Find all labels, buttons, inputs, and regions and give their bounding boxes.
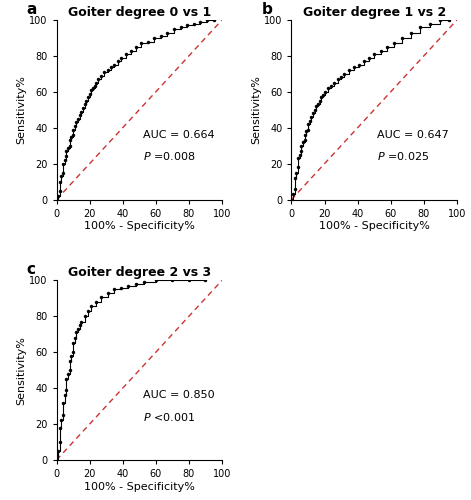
Title: Goiter degree 0 vs 1: Goiter degree 0 vs 1 [68, 6, 211, 19]
Title: Goiter degree 2 vs 3: Goiter degree 2 vs 3 [68, 266, 211, 279]
Text: AUC = 0.850: AUC = 0.850 [143, 390, 214, 400]
Text: a: a [27, 2, 37, 17]
Text: $\it{P}$ =0.025: $\it{P}$ =0.025 [377, 150, 430, 162]
Text: b: b [262, 2, 273, 17]
Y-axis label: Sensitivity%: Sensitivity% [251, 76, 261, 144]
Title: Goiter degree 1 vs 2: Goiter degree 1 vs 2 [302, 6, 446, 19]
X-axis label: 100% - Specificity%: 100% - Specificity% [84, 222, 195, 232]
Y-axis label: Sensitivity%: Sensitivity% [16, 336, 26, 404]
Text: $\it{P}$ =0.008: $\it{P}$ =0.008 [143, 150, 195, 162]
Text: c: c [27, 262, 36, 278]
Text: $\it{P}$ <0.001: $\it{P}$ <0.001 [143, 411, 195, 423]
Text: AUC = 0.647: AUC = 0.647 [377, 130, 449, 140]
Text: AUC = 0.664: AUC = 0.664 [143, 130, 214, 140]
X-axis label: 100% - Specificity%: 100% - Specificity% [84, 482, 195, 492]
X-axis label: 100% - Specificity%: 100% - Specificity% [319, 222, 430, 232]
Y-axis label: Sensitivity%: Sensitivity% [16, 76, 26, 144]
